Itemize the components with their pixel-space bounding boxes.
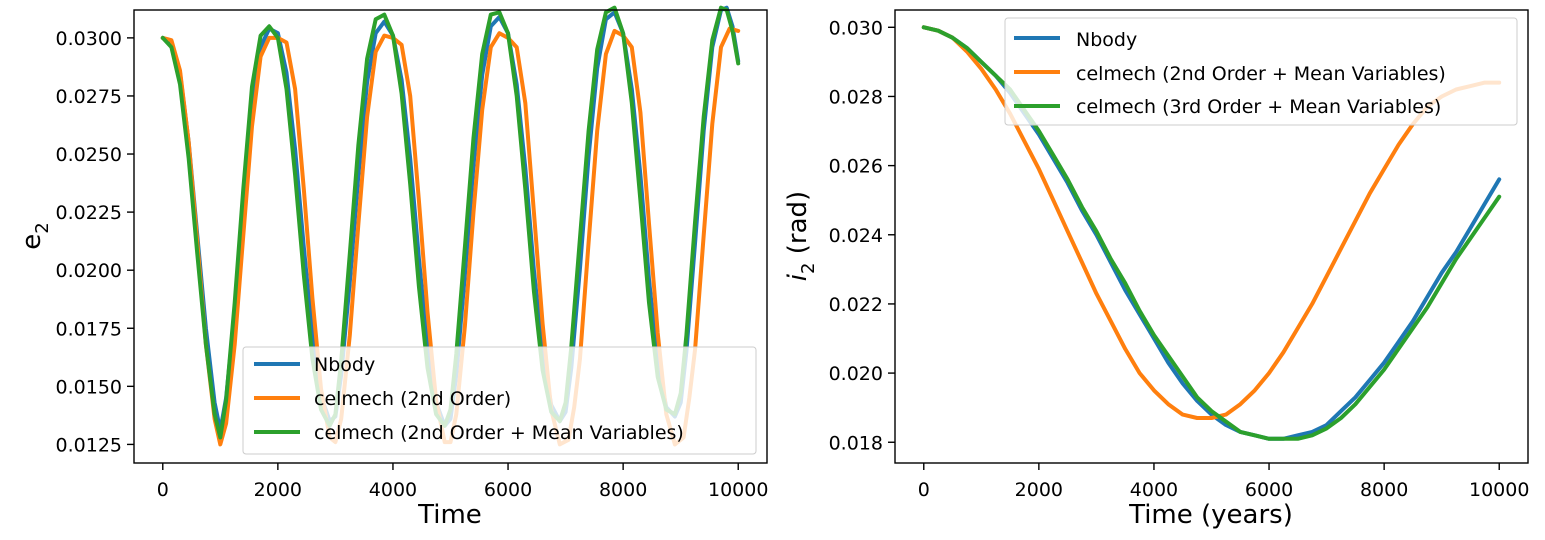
x-tick-label: 0: [918, 479, 930, 501]
eccentricity-y-ticks: 0.0125 0.0150 0.0175 0.0200 0.0225 0.0250 0.02…: [56, 28, 134, 456]
inclination-y-ticks: 0.018 0.020 0.022 0.024 0.026 0.028 0.030: [829, 17, 895, 454]
legend-label-celmech-3rd-order-mean-right: celmech (3rd Order + Mean Variables): [1076, 96, 1441, 118]
x-tick-label: 0: [157, 479, 169, 501]
inclination-axes-frame: [894, 9, 1529, 464]
eccentricity-x-axis-label: Time: [417, 500, 482, 530]
inclination-x-axis-label: Time (years): [1128, 500, 1293, 530]
y-tick-label: 0.0175: [56, 318, 122, 340]
series-line-celmech-2nd-order-mean-variables: [921, 25, 1502, 420]
y-tick-label: 0.028: [829, 86, 883, 108]
inclination-x-ticks: 0 2000 4000 6000 8000 10000: [918, 463, 1529, 501]
y-tick-label: 0.020: [829, 363, 883, 385]
x-tick-label: 6000: [1245, 479, 1293, 501]
y-tick-label: 0.022: [829, 294, 883, 316]
inclination-y-axis-label: i2 (rad): [783, 191, 819, 281]
x-tick-label: 2000: [1015, 479, 1063, 501]
x-tick-label: 10000: [708, 479, 768, 501]
x-tick-label: 10000: [1469, 479, 1529, 501]
y-tick-label: 0.0125: [56, 434, 122, 456]
x-tick-label: 6000: [484, 479, 532, 501]
y-tick-label: 0.0250: [56, 144, 122, 166]
x-tick-label: 8000: [1360, 479, 1408, 501]
x-tick-label: 8000: [599, 479, 647, 501]
legend-label-nbody: Nbody: [314, 354, 375, 376]
eccentricity-legend-box: [242, 346, 757, 455]
legend-label-celmech-2nd-order: celmech (2nd Order): [314, 388, 511, 410]
x-tick-label: 4000: [369, 479, 417, 501]
legend-label-celmech-2nd-order-mean: celmech (2nd Order + Mean Variables): [314, 422, 684, 444]
eccentricity-y-axis-label: e2: [17, 222, 53, 249]
y-tick-label: 0.0300: [56, 28, 122, 50]
y-tick-label: 0.0200: [56, 260, 122, 282]
eccentricity-chart: 0 2000 4000 6000 8000 10000 0.0125 0.0150 0.017…: [17, 5, 768, 530]
inclination-chart: 0 2000 4000 6000 8000 10000 0.0180.0200.0220.…: [783, 9, 1529, 530]
eccentricity-legend: Nbody celmech (2nd Order) celmech (2nd O…: [242, 346, 757, 455]
inclination-legend-box: [1004, 17, 1518, 126]
y-tick-label: 0.030: [829, 17, 883, 39]
legend-label-nbody-right: Nbody: [1076, 29, 1137, 51]
y-tick-label: 0.0150: [56, 376, 122, 398]
legend-label-celmech-2nd-order-mean-right: celmech (2nd Order + Mean Variables): [1076, 63, 1446, 85]
eccentricity-axes-frame: [133, 9, 768, 464]
y-tick-label: 0.0275: [56, 86, 122, 108]
inclination-legend: Nbody celmech (2nd Order + Mean Variable…: [1004, 17, 1518, 126]
x-tick-label: 4000: [1130, 479, 1178, 501]
y-tick-label: 0.024: [829, 225, 883, 247]
x-tick-label: 2000: [254, 479, 302, 501]
y-tick-label: 0.018: [829, 432, 883, 454]
y-tick-label: 0.0225: [56, 202, 122, 224]
eccentricity-x-ticks: 0 2000 4000 6000 8000 10000: [157, 463, 768, 501]
y-tick-label: 0.026: [829, 156, 883, 178]
